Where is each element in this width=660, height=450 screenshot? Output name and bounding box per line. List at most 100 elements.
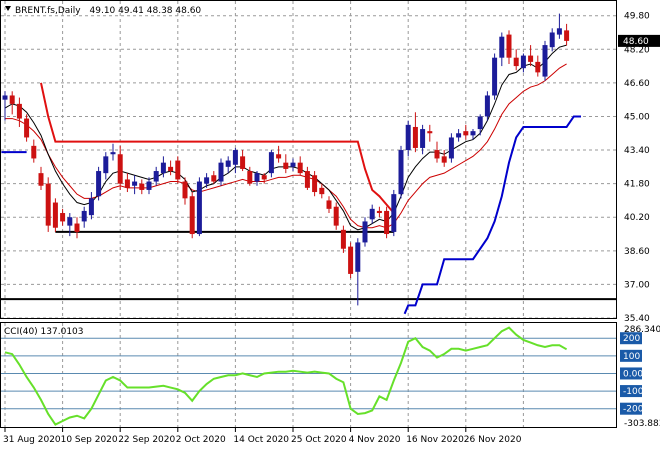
candle: [477, 114, 483, 136]
candle: [283, 154, 289, 174]
candle: [398, 145, 404, 199]
cci-bottom-label: -303.883: [624, 419, 660, 429]
candle: [326, 196, 332, 214]
candle: [24, 114, 30, 142]
last-price-label: 48.60: [623, 37, 649, 47]
price-tick-label: 43.40: [624, 146, 650, 156]
upper-channel-line: [40, 82, 395, 214]
x-tick-label: 26 Nov 2020: [464, 435, 522, 445]
candle: [225, 156, 231, 174]
price-tick-label: 41.80: [624, 180, 650, 190]
candle: [132, 175, 138, 195]
cci-level-label: -200: [623, 405, 644, 415]
cci-level-label: -100: [623, 387, 644, 397]
candle: [16, 97, 22, 127]
cci-level-tag: [620, 332, 642, 345]
cci-level-label: 0.00: [623, 369, 643, 379]
candle: [312, 171, 318, 197]
candle: [297, 156, 303, 176]
cci-level-tag: [620, 402, 642, 415]
candle: [218, 158, 224, 186]
candle: [38, 166, 44, 190]
candle: [319, 183, 325, 199]
candle: [513, 49, 519, 71]
candle: [391, 189, 397, 237]
candle: [74, 217, 80, 239]
x-tick-label: 10 Sep 2020: [61, 435, 118, 445]
candle: [434, 141, 440, 163]
candle: [146, 177, 152, 195]
candle: [542, 40, 548, 81]
candle: [124, 173, 130, 193]
candle: [564, 23, 570, 46]
last-price-tag: [618, 34, 660, 47]
candle: [204, 173, 210, 188]
candle: [549, 28, 555, 52]
candle: [340, 225, 346, 253]
candle: [470, 129, 476, 140]
candle: [290, 158, 296, 172]
candle: [333, 202, 339, 230]
candle: [240, 150, 246, 172]
candle: [9, 91, 15, 115]
candle: [348, 242, 354, 279]
candle: [520, 53, 526, 73]
candle: [52, 198, 58, 232]
candle: [175, 156, 181, 184]
candle: [254, 171, 260, 186]
x-tick-label: 2 Oct 2020: [176, 435, 226, 445]
cci-level-label: 100: [623, 352, 640, 362]
candle: [484, 91, 490, 121]
main-title-group: BRENT.fs,Daily 49.10 49.41 48.38 48.60: [5, 6, 201, 16]
candle: [168, 160, 174, 176]
candle: [441, 150, 447, 167]
x-tick-label: 16 Nov 2020: [406, 435, 464, 445]
cci-level-tag: [620, 349, 642, 362]
candle: [405, 120, 411, 157]
candle: [528, 45, 534, 67]
candle: [211, 171, 217, 184]
candle: [369, 204, 375, 224]
candle: [261, 173, 267, 184]
candle: [376, 206, 382, 218]
candle: [456, 129, 462, 142]
main-title: BRENT.fs,Daily 49.10 49.41 48.38 48.60: [15, 6, 201, 16]
candle: [362, 217, 368, 247]
candle: [535, 55, 541, 77]
cci-line: [4, 326, 568, 426]
candle: [81, 206, 87, 228]
candle: [355, 238, 361, 306]
candle: [556, 13, 562, 39]
candle: [506, 30, 512, 64]
x-tick-label: 31 Aug 2020: [3, 435, 61, 445]
candle: [276, 145, 282, 163]
candle: [492, 53, 498, 100]
cci-top-label: 286.3406: [624, 325, 660, 335]
candle: [232, 147, 238, 174]
cci-title: CCI(40) 137.0103: [4, 327, 84, 337]
candle: [60, 208, 66, 226]
candle: [247, 166, 253, 186]
candle: [2, 91, 8, 121]
x-tick-label: 22 Sep 2020: [118, 435, 175, 445]
candle: [448, 133, 454, 163]
candle: [110, 143, 116, 161]
price-tick-label: 38.60: [624, 247, 650, 257]
cci-title-group: CCI(40) 137.0103: [4, 327, 84, 337]
candle: [384, 206, 390, 239]
price-tick-label: 37.00: [624, 280, 650, 290]
candle: [463, 124, 469, 140]
price-tick-label: 46.60: [624, 79, 650, 89]
x-tick-label: 4 Nov 2020: [349, 435, 401, 445]
candle: [153, 166, 159, 186]
candle: [268, 150, 274, 178]
price-tick-label: 45.00: [624, 112, 650, 122]
candle: [420, 124, 426, 155]
dropdown-triangle-icon[interactable]: [5, 6, 11, 11]
price-tick-label: 40.20: [624, 213, 650, 223]
candle: [88, 192, 94, 220]
x-tick-label: 25 Oct 2020: [291, 435, 347, 445]
candle: [196, 177, 202, 237]
candle: [499, 32, 505, 67]
